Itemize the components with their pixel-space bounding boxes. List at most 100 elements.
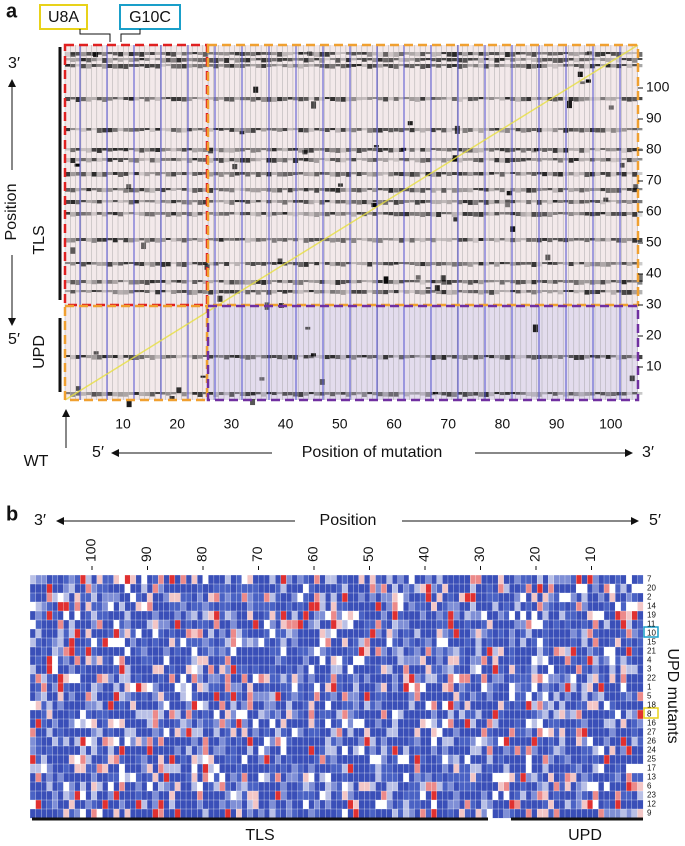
gel-band bbox=[314, 262, 320, 266]
heat-cell bbox=[185, 673, 192, 684]
heat-cell bbox=[587, 790, 594, 801]
heat-cell bbox=[230, 781, 237, 792]
gel-band bbox=[118, 290, 123, 295]
heat-cell bbox=[124, 637, 131, 648]
gel-band bbox=[213, 52, 219, 55]
heat-cell bbox=[453, 583, 460, 594]
heat-cell bbox=[80, 691, 87, 702]
gel-band bbox=[160, 290, 166, 293]
heat-cell bbox=[191, 808, 198, 819]
heat-cell bbox=[107, 745, 114, 756]
gel-band bbox=[324, 355, 330, 360]
heat-cell bbox=[564, 610, 571, 621]
gel-band bbox=[552, 188, 558, 193]
heat-cell bbox=[375, 781, 382, 792]
heat-cell bbox=[486, 574, 493, 585]
gel-band bbox=[139, 97, 145, 100]
heat-cell bbox=[386, 664, 393, 675]
heat-cell bbox=[130, 628, 137, 639]
heat-cell bbox=[442, 700, 449, 711]
gel-band bbox=[478, 200, 484, 203]
gel-band bbox=[70, 355, 76, 360]
heat-cell bbox=[135, 655, 142, 666]
gel-band bbox=[393, 52, 399, 57]
gel-band bbox=[277, 148, 282, 151]
gel-band bbox=[595, 148, 600, 152]
gel-band bbox=[547, 188, 553, 191]
gel-band bbox=[271, 355, 277, 358]
heat-cell bbox=[447, 736, 454, 747]
gel-band bbox=[102, 280, 108, 284]
heat-cell bbox=[481, 772, 488, 783]
heat-cell bbox=[91, 790, 98, 801]
gel-band bbox=[420, 58, 426, 61]
heat-cell bbox=[486, 736, 493, 747]
gel-band bbox=[462, 392, 468, 397]
heat-cell bbox=[453, 664, 460, 675]
gel-band bbox=[510, 280, 516, 284]
heat-cell bbox=[46, 718, 53, 729]
gel-band bbox=[510, 58, 516, 62]
heat-cell bbox=[68, 664, 75, 675]
gel-band bbox=[533, 148, 539, 152]
gel-band bbox=[446, 64, 452, 68]
gel-band bbox=[420, 392, 426, 396]
gel-band bbox=[420, 238, 426, 243]
heat-cell bbox=[553, 583, 560, 594]
heat-cell bbox=[486, 781, 493, 792]
gel-band bbox=[377, 172, 383, 176]
heat-cell bbox=[369, 727, 376, 738]
gel-band bbox=[542, 58, 547, 62]
heat-cell bbox=[559, 592, 566, 603]
gel-band bbox=[552, 280, 558, 284]
gel-band bbox=[165, 52, 171, 56]
gel-band bbox=[65, 148, 70, 151]
heat-cell bbox=[408, 655, 415, 666]
heat-cell bbox=[397, 745, 404, 756]
heat-cell bbox=[419, 619, 427, 630]
heat-cell bbox=[425, 682, 432, 693]
heat-cell bbox=[113, 619, 120, 630]
gel-band bbox=[303, 97, 309, 101]
heat-cell bbox=[286, 799, 293, 810]
gel-band bbox=[271, 128, 277, 131]
heat-cell bbox=[620, 700, 627, 711]
gel-band bbox=[234, 148, 240, 152]
gel-band bbox=[128, 52, 134, 57]
gel-band bbox=[324, 188, 330, 192]
gel-band bbox=[398, 238, 404, 243]
heat-cell bbox=[631, 574, 638, 585]
heat-cell bbox=[358, 646, 365, 657]
gel-band bbox=[245, 290, 251, 295]
heat-cell bbox=[263, 583, 270, 594]
heat-cell bbox=[91, 772, 98, 783]
heat-cell bbox=[392, 790, 399, 801]
gel-band bbox=[626, 52, 632, 55]
gel-band bbox=[351, 158, 357, 162]
gel-band bbox=[277, 128, 282, 132]
gel-band bbox=[552, 262, 558, 265]
heat-cell bbox=[202, 655, 209, 666]
heat-cell bbox=[386, 619, 393, 630]
gel-band bbox=[388, 188, 394, 193]
heat-cell bbox=[269, 601, 276, 612]
heat-cell bbox=[213, 781, 220, 792]
gel-band bbox=[200, 375, 206, 378]
heat-cell bbox=[202, 610, 209, 621]
gel-band bbox=[589, 262, 595, 267]
heat-cell bbox=[620, 601, 627, 612]
heat-cell bbox=[236, 601, 243, 612]
heat-cell bbox=[542, 601, 549, 612]
gel-band bbox=[165, 280, 171, 285]
heat-cell bbox=[603, 610, 610, 621]
heat-cell bbox=[330, 754, 337, 765]
gel-band bbox=[314, 58, 320, 61]
gel-band bbox=[579, 188, 585, 193]
heat-cell bbox=[224, 727, 231, 738]
heat-cell bbox=[102, 700, 109, 711]
heat-cell bbox=[414, 790, 421, 801]
gel-band bbox=[149, 200, 155, 203]
gel-band bbox=[510, 212, 516, 216]
heat-cell bbox=[314, 727, 321, 738]
heat-cell bbox=[236, 664, 243, 675]
